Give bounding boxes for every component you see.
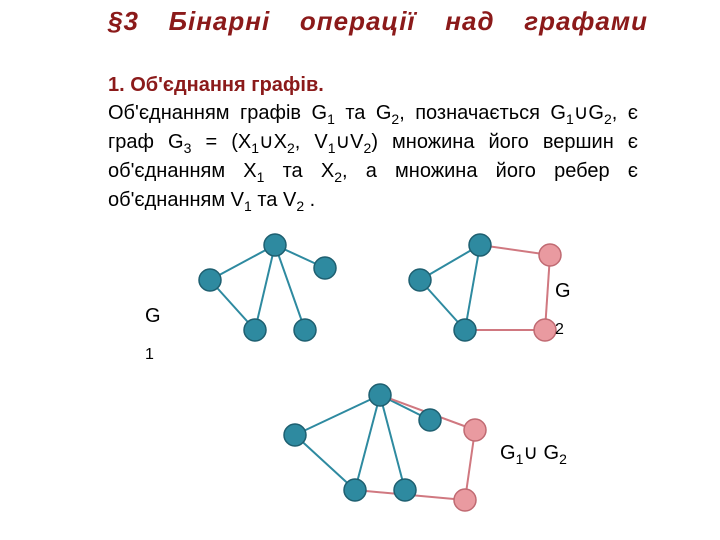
graph-node — [294, 319, 316, 341]
graph-g1 — [180, 230, 370, 350]
label-g1-union-g2: G1∪ G2 — [500, 440, 567, 467]
graph-edge — [465, 245, 480, 330]
graph-edge — [295, 435, 355, 490]
graph-node — [419, 409, 441, 431]
graph-g1-union-g2 — [270, 380, 500, 520]
graph-edge — [255, 245, 275, 330]
definition-paragraph: Об'єднанням графів G1 та G2, позначаєтьс… — [108, 100, 638, 216]
label-g2: G2 — [555, 275, 571, 343]
graph-node — [314, 257, 336, 279]
graph-edge — [380, 395, 405, 490]
graph-node — [409, 269, 431, 291]
graph-node — [369, 384, 391, 406]
graph-node — [394, 479, 416, 501]
graph-node — [469, 234, 491, 256]
label-g1: G1 — [145, 300, 161, 368]
graph-node — [199, 269, 221, 291]
graph-node — [344, 479, 366, 501]
graph-edge — [295, 395, 380, 435]
section-title: §3 Бінарні операції над графами — [108, 6, 648, 37]
graph-node — [534, 319, 556, 341]
graph-node — [539, 244, 561, 266]
graph-edge — [355, 395, 380, 490]
graph-node — [454, 489, 476, 511]
subsection-title: 1. Об'єднання графів. — [108, 74, 324, 97]
graph-node — [454, 319, 476, 341]
graph-node — [284, 424, 306, 446]
graph-node — [464, 419, 486, 441]
graph-node — [244, 319, 266, 341]
graph-node — [264, 234, 286, 256]
